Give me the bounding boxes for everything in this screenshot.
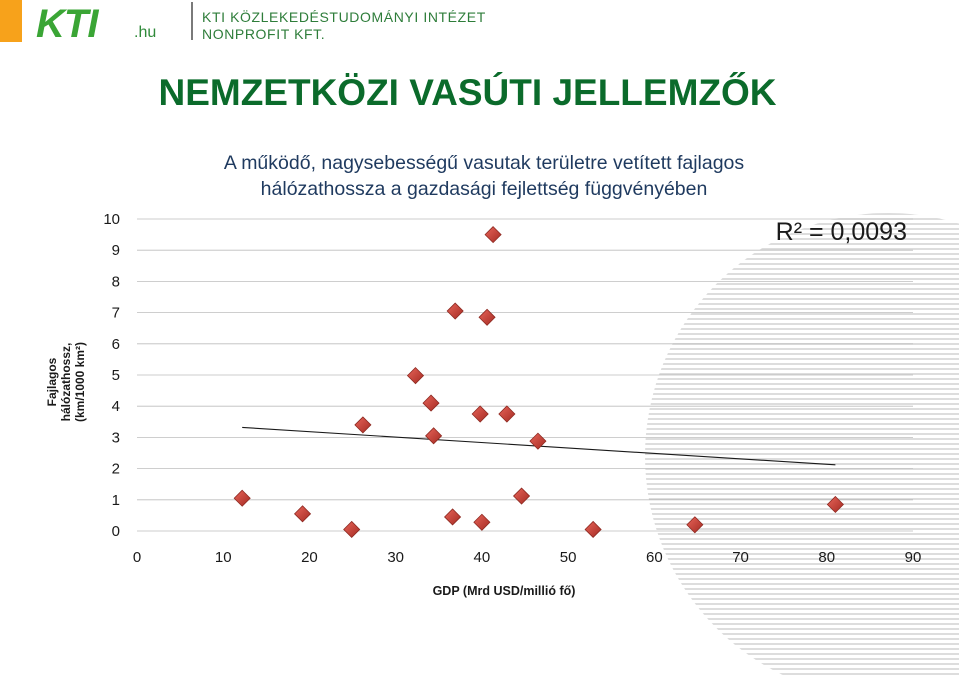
x-tick-label: 90 (905, 549, 922, 566)
data-points (233, 226, 844, 539)
y-axis-label-line3: (km/1000 km²) (73, 342, 87, 422)
data-point (478, 308, 496, 326)
x-tick-label: 20 (301, 549, 318, 566)
decorative-stripes (645, 213, 959, 675)
x-tick-label: 40 (474, 549, 491, 566)
x-tick-labels: 0 10 20 30 40 50 60 70 80 90 (133, 549, 922, 566)
data-point (293, 505, 312, 523)
y-tick-label: 4 (112, 398, 120, 415)
data-point (484, 226, 502, 244)
data-point (512, 487, 531, 505)
chart-title-line1: A működő, nagysebességű vasutak területr… (223, 152, 745, 174)
data-point (444, 508, 462, 526)
org-name-line1: KTI KÖZLEKEDÉSTUDOMÁNYI INTÉZET (202, 9, 486, 25)
data-point (425, 427, 443, 445)
y-tick-label: 3 (112, 429, 120, 446)
y-axis-label-line2: hálózathossz, (59, 343, 73, 422)
accent-bar (0, 0, 22, 42)
y-tick-label: 9 (112, 242, 120, 259)
y-axis-label-line1: Fajlagos (45, 357, 59, 406)
data-point (826, 495, 844, 514)
data-point (473, 513, 491, 531)
data-point (498, 405, 516, 423)
y-tick-label: 2 (112, 461, 120, 478)
x-tick-label: 0 (133, 549, 141, 566)
y-tick-label: 1 (112, 492, 120, 509)
data-point (422, 394, 440, 412)
page-title: NEMZETKÖZI VASÚTI JELLEMZŐK (158, 72, 777, 113)
y-tick-label: 10 (103, 211, 120, 228)
data-point (343, 520, 361, 539)
kti-logo: KTI (36, 2, 98, 46)
header: KTI .hu KTI KÖZLEKEDÉSTUDOMÁNYI INTÉZET … (0, 0, 959, 48)
y-tick-label: 0 (112, 523, 120, 540)
org-name-line2: NONPROFIT KFT. (202, 26, 326, 42)
data-point (584, 520, 602, 539)
chart-title-line2: hálózathossza a gazdasági fejlettség füg… (260, 178, 708, 200)
data-point (354, 416, 372, 434)
logo-divider (191, 2, 193, 40)
chart-title: A működő, nagysebességű vasutak területr… (0, 150, 959, 202)
y-tick-label: 6 (112, 336, 120, 353)
x-tick-label: 10 (215, 549, 232, 566)
r-squared-annotation: R² = 0,0093 (776, 218, 907, 246)
data-point (406, 367, 425, 385)
x-tick-label: 50 (560, 549, 577, 566)
y-tick-label: 8 (112, 273, 120, 290)
x-axis-label: GDP (Mrd USD/millió fő) (433, 584, 576, 598)
data-point (233, 489, 251, 507)
data-point (471, 405, 489, 423)
y-tick-labels: 0 1 2 3 4 5 6 7 8 9 10 (103, 211, 120, 540)
x-tick-label: 70 (732, 549, 749, 566)
data-point (686, 516, 704, 534)
data-point (446, 302, 464, 320)
logo-tld: .hu (134, 24, 157, 41)
y-axis-label: Fajlagos hálózathossz, (km/1000 km²) (45, 342, 87, 422)
x-tick-label: 60 (646, 549, 663, 566)
y-tick-label: 5 (112, 367, 120, 384)
data-point (529, 432, 547, 450)
x-tick-label: 30 (387, 549, 404, 566)
x-tick-label: 80 (818, 549, 835, 566)
y-tick-label: 7 (112, 305, 120, 322)
